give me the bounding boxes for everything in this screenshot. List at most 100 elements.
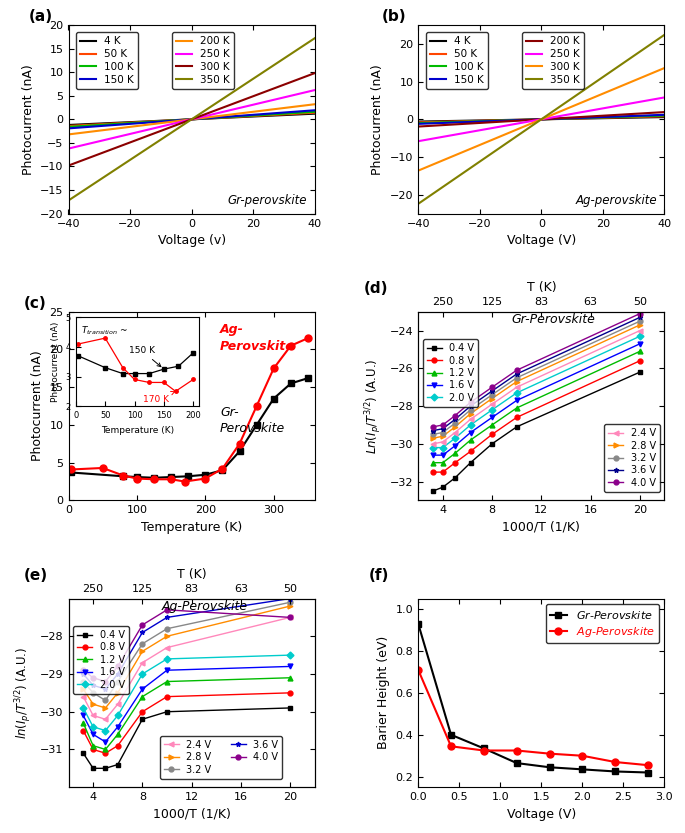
Text: (f): (f) <box>369 567 389 582</box>
Line: 0.8 V: 0.8 V <box>81 691 292 756</box>
2.8 V <box>79 684 88 694</box>
Line: 3.2 V: 3.2 V <box>81 600 292 703</box>
1.6 V <box>451 441 459 451</box>
0.4 V <box>138 714 147 724</box>
0.8 V <box>512 412 521 422</box>
3.6 V <box>438 424 447 434</box>
4.0 V <box>286 612 295 622</box>
Y-axis label: Photocurrent (nA): Photocurrent (nA) <box>31 351 44 461</box>
1.2 V <box>286 673 295 683</box>
2.4 V <box>488 399 496 409</box>
Line: Ag-Perovskite: Ag-Perovskite <box>414 666 651 769</box>
2.0 V <box>466 420 475 430</box>
Gr-Perovskite <box>512 758 521 768</box>
Line: 4.0 V: 4.0 V <box>431 312 643 429</box>
Legend: 200 K, 250 K, 300 K, 350 K: 200 K, 250 K, 300 K, 350 K <box>172 32 234 89</box>
Text: Gr-Perovskite: Gr-Perovskite <box>512 313 596 326</box>
Line: 2.8 V: 2.8 V <box>81 604 292 711</box>
0.4 V <box>488 439 496 449</box>
1.2 V <box>114 730 122 740</box>
1.2 V <box>89 741 97 751</box>
2.0 V <box>101 726 110 736</box>
Line: 0.4 V: 0.4 V <box>81 706 292 771</box>
2.0 V <box>286 650 295 660</box>
X-axis label: 1000/T (1/K): 1000/T (1/K) <box>502 521 580 534</box>
Y-axis label: $Ln(I_p/T^{3/2})$ (A.U.): $Ln(I_p/T^{3/2})$ (A.U.) <box>364 358 384 454</box>
1.6 V <box>438 450 447 460</box>
2.8 V <box>101 703 110 713</box>
Text: (a): (a) <box>29 9 53 24</box>
Gr-Perovskite <box>545 762 553 772</box>
4.0 V <box>451 411 459 421</box>
Ag-Perovskite <box>644 761 652 771</box>
0.8 V <box>451 457 459 467</box>
2.0 V <box>636 332 644 342</box>
1.6 V <box>101 737 110 747</box>
3.2 V <box>438 427 447 437</box>
3.2 V <box>163 624 171 634</box>
Ag-Perovskite <box>578 751 586 761</box>
1.6 V <box>636 339 644 349</box>
Text: Ag-: Ag- <box>220 323 244 337</box>
2.0 V <box>488 405 496 415</box>
3.2 V <box>451 418 459 428</box>
3.2 V <box>101 696 110 706</box>
Gr-Perovskite <box>479 743 488 753</box>
1.6 V <box>286 661 295 671</box>
0.4 V <box>286 703 295 713</box>
Text: Ag-Perovskite: Ag-Perovskite <box>162 600 248 613</box>
2.8 V <box>438 431 447 441</box>
3.2 V <box>89 688 97 698</box>
Line: 1.6 V: 1.6 V <box>81 664 292 745</box>
Line: 3.2 V: 3.2 V <box>431 319 643 436</box>
1.6 V <box>138 684 147 694</box>
Text: Gr-: Gr- <box>220 406 238 418</box>
Legend: $\it{Gr}$-$\it{Perovskite}$, $\it{Ag}$-$\it{Perovskite}$: $\it{Gr}$-$\it{Perovskite}$, $\it{Ag}$-$… <box>546 604 659 643</box>
0.4 V <box>79 748 88 758</box>
0.8 V <box>138 706 147 716</box>
1.2 V <box>438 457 447 467</box>
3.6 V <box>79 669 88 679</box>
Text: Ag-perovskite: Ag-perovskite <box>575 194 657 207</box>
3.2 V <box>79 676 88 686</box>
3.2 V <box>114 676 122 686</box>
Gr-Perovskite <box>447 730 455 740</box>
3.6 V <box>138 627 147 637</box>
0.8 V <box>466 446 475 456</box>
Y-axis label: Photocurrent (nA): Photocurrent (nA) <box>371 64 384 175</box>
Line: 0.4 V: 0.4 V <box>431 370 643 493</box>
2.0 V <box>114 711 122 721</box>
0.4 V <box>636 367 644 377</box>
Ag-Perovskite <box>414 665 422 675</box>
3.2 V <box>488 390 496 400</box>
2.4 V <box>429 439 437 449</box>
Line: 1.6 V: 1.6 V <box>431 342 643 457</box>
0.8 V <box>429 467 437 477</box>
1.2 V <box>451 448 459 458</box>
0.8 V <box>636 356 644 366</box>
4.0 V <box>636 309 644 319</box>
Line: 0.8 V: 0.8 V <box>431 358 643 475</box>
3.6 V <box>114 669 122 679</box>
Line: 3.6 V: 3.6 V <box>431 315 643 433</box>
2.4 V <box>79 691 88 701</box>
0.8 V <box>163 691 171 701</box>
2.8 V <box>636 320 644 330</box>
3.6 V <box>451 414 459 424</box>
Line: 3.6 V: 3.6 V <box>81 596 292 691</box>
Gr-Perovskite <box>644 767 652 777</box>
Ag-Perovskite <box>611 757 619 767</box>
2.8 V <box>114 688 122 698</box>
3.2 V <box>429 429 437 439</box>
2.4 V <box>438 437 447 447</box>
2.8 V <box>163 631 171 641</box>
0.4 V <box>114 760 122 770</box>
Line: 1.2 V: 1.2 V <box>431 349 643 465</box>
3.2 V <box>636 317 644 327</box>
1.2 V <box>138 691 147 701</box>
Legend: 200 K, 250 K, 300 K, 350 K: 200 K, 250 K, 300 K, 350 K <box>522 32 584 89</box>
0.8 V <box>89 745 97 755</box>
2.0 V <box>512 388 521 398</box>
Text: Gr-perovskite: Gr-perovskite <box>228 194 308 207</box>
0.8 V <box>79 726 88 736</box>
